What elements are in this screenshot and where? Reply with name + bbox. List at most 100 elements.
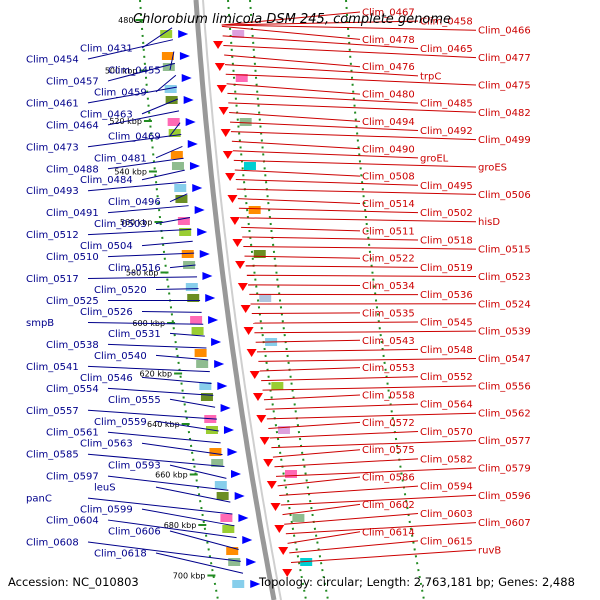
gene-block xyxy=(196,360,209,368)
gene-label-right: Clim_0543 xyxy=(362,336,415,347)
gene-label-left: Clim_0563 xyxy=(80,439,133,450)
gene-label-left: panC xyxy=(26,494,52,505)
gene-block xyxy=(214,481,227,489)
leader-line-left xyxy=(87,365,210,373)
gene-label-right: Clim_0480 xyxy=(362,90,415,101)
gene-label-right: Clim_0492 xyxy=(420,126,473,137)
forward-gene-arrow xyxy=(246,558,257,566)
leader-line-right xyxy=(265,403,419,410)
leader-line-left xyxy=(141,169,185,181)
forward-gene-arrow xyxy=(217,382,228,390)
gene-block xyxy=(181,250,194,258)
gene-label-left: Clim_0431 xyxy=(80,44,133,55)
gene-block xyxy=(222,525,235,533)
gene-block xyxy=(243,162,256,170)
gene-label-right: Clim_0535 xyxy=(362,308,415,319)
gene-block xyxy=(220,514,233,522)
tick-label: 700 kbp xyxy=(173,572,206,581)
gene-block xyxy=(211,459,224,467)
gene-label-right: Clim_0579 xyxy=(478,463,531,474)
gene-label-right: Clim_0477 xyxy=(478,53,531,64)
gene-label-right: Clim_0495 xyxy=(420,181,473,192)
leader-line-right xyxy=(274,458,419,468)
gene-label-left: Clim_0459 xyxy=(94,87,147,98)
gene-label-left: Clim_0461 xyxy=(26,98,79,109)
gene-label-left: Clim_0484 xyxy=(80,175,133,186)
leader-line-left xyxy=(107,431,221,444)
gene-block xyxy=(175,195,188,203)
gene-block xyxy=(253,250,266,258)
leader-line-right xyxy=(266,412,477,420)
gene-label-left: Clim_0510 xyxy=(46,252,99,263)
reverse-gene-arrow xyxy=(240,305,251,313)
leader-line-left xyxy=(155,217,191,225)
gene-label-right: Clim_0511 xyxy=(362,226,415,237)
gene-label-left: Clim_0557 xyxy=(26,406,79,417)
accession-text: Accession: NC_010803 xyxy=(8,575,139,589)
gene-label-left: Clim_0585 xyxy=(26,450,79,461)
forward-gene-arrow xyxy=(230,470,241,478)
leader-line-right xyxy=(279,485,419,496)
leader-line-left xyxy=(87,181,187,192)
leader-line-left xyxy=(87,86,177,104)
gene-label-left: Clim_0517 xyxy=(26,274,79,285)
gene-block xyxy=(174,184,187,192)
gene-label-right: Clim_0564 xyxy=(420,400,473,411)
leader-line-right xyxy=(259,367,361,372)
gene-label-left: Clim_0469 xyxy=(108,131,161,142)
leader-line-right xyxy=(290,549,477,563)
gene-block xyxy=(161,52,174,60)
leader-line-right xyxy=(242,236,419,241)
reverse-gene-arrow xyxy=(246,349,257,357)
leader-line-right xyxy=(230,131,477,141)
forward-gene-arrow xyxy=(194,206,205,214)
gene-label-right: Clim_0582 xyxy=(420,454,473,465)
gene-block xyxy=(239,118,252,126)
leader-line-left xyxy=(107,252,195,258)
reverse-gene-arrow xyxy=(232,239,243,247)
gene-label-left: Clim_0531 xyxy=(108,329,161,340)
gene-block xyxy=(271,382,284,390)
reverse-gene-arrow xyxy=(274,525,285,533)
leader-line-right xyxy=(276,467,477,477)
gene-block xyxy=(162,63,175,71)
leader-line-right xyxy=(262,385,477,391)
leader-line-left xyxy=(155,145,183,159)
gene-label-right: Clim_0548 xyxy=(420,345,473,356)
forward-gene-arrow xyxy=(234,492,245,500)
leader-line-right xyxy=(243,246,477,250)
leader-line-right xyxy=(246,274,477,277)
forward-gene-arrow xyxy=(187,140,198,148)
gene-label-right: Clim_0508 xyxy=(362,172,415,183)
gene-block xyxy=(199,382,212,390)
gene-block xyxy=(185,283,198,291)
leader-line-left xyxy=(87,497,233,515)
forward-gene-arrow xyxy=(250,580,261,588)
forward-gene-arrow xyxy=(189,162,200,170)
forward-gene-arrow xyxy=(199,250,210,258)
gene-block xyxy=(259,294,272,302)
gene-block xyxy=(171,162,184,170)
leader-line-left xyxy=(155,552,244,574)
gene-label-right: Clim_0552 xyxy=(420,372,473,383)
leader-line-left xyxy=(107,519,237,539)
gene-features xyxy=(160,30,313,588)
forward-gene-arrow xyxy=(242,536,253,544)
forward-gene-arrow xyxy=(214,360,225,368)
leader-line-left xyxy=(141,240,193,247)
leader-line-right xyxy=(248,284,361,287)
forward-gene-arrow xyxy=(181,74,192,82)
forward-gene-arrow xyxy=(223,426,234,434)
gene-label-left: Clim_0606 xyxy=(108,527,161,538)
gene-block xyxy=(209,448,222,456)
gene-label-left: Clim_0454 xyxy=(26,54,79,65)
tick-label: 680 kbp xyxy=(164,521,197,530)
tick-label: 580 kbp xyxy=(126,269,159,278)
gene-block xyxy=(179,228,192,236)
reverse-gene-arrow xyxy=(222,151,233,159)
leader-line-left xyxy=(155,354,209,361)
leader-line-right xyxy=(245,265,419,268)
leader-line-right xyxy=(230,121,419,132)
gene-label-right: Clim_0539 xyxy=(478,327,531,338)
leader-line-left xyxy=(169,464,227,479)
